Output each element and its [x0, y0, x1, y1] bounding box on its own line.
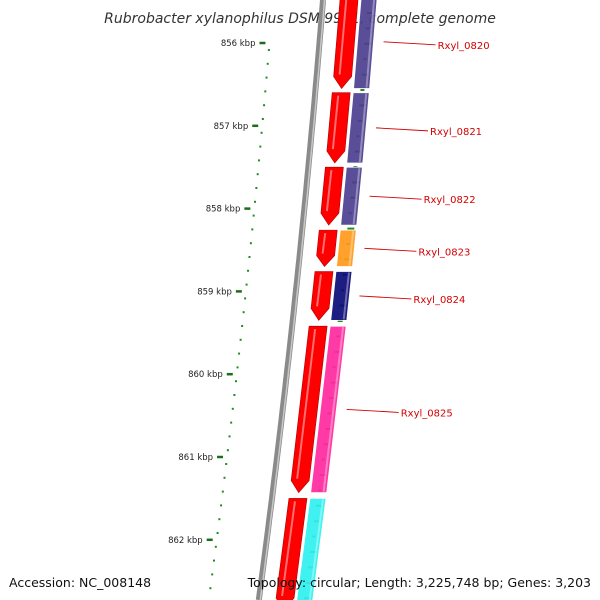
gene-label: Rxyl_0824	[413, 295, 465, 306]
gene-label: Rxyl_0823	[418, 247, 470, 258]
cog-feature	[340, 166, 363, 226]
gene-label: Rxyl_0825	[401, 408, 453, 419]
gene-labels: Rxyl_0820 Rxyl_0821 Rxyl_0822 Rxyl_0823 Rxyl…	[346, 41, 490, 419]
gene-tracks	[275, 0, 378, 600]
gene-label: Rxyl_0820	[438, 41, 490, 52]
cog-highlight	[322, 327, 345, 492]
gene-label: Rxyl_0822	[424, 195, 476, 206]
kbp-marker-label: 858 kbp	[206, 205, 241, 215]
kbp-marker-label: 862 kbp	[168, 536, 203, 546]
backbone-line	[255, 0, 326, 600]
cog-highlight	[352, 168, 361, 225]
cds-highlight	[325, 170, 333, 212]
cds-arrow	[320, 166, 344, 226]
accession-text: Accession: NC_008148	[9, 575, 151, 590]
label-leader	[383, 41, 436, 46]
cds-arrow	[316, 229, 338, 268]
cds-arrow	[310, 271, 334, 321]
backbone	[255, 0, 326, 600]
cds-highlight	[331, 95, 340, 150]
label-leader	[369, 195, 422, 200]
cog-feature	[296, 497, 327, 600]
cds-arrow	[275, 498, 308, 600]
cog-highlight	[365, 0, 376, 88]
map-title: Rubrobacter xylanophilus DSM 9941, compl…	[104, 11, 496, 27]
genome-summary-text: Topology: circular; Length: 3,225,748 bp…	[247, 575, 591, 590]
cog-feature	[353, 0, 378, 89]
label-leader	[364, 247, 417, 252]
label-leader	[376, 127, 429, 132]
cds-highlight	[338, 0, 348, 75]
cog-highlight	[308, 499, 324, 600]
kbp-marker-label: 860 kbp	[188, 370, 223, 380]
label-leader	[359, 295, 412, 300]
cog-feature	[310, 325, 347, 494]
cds-highlight	[321, 233, 327, 254]
backbone-highlight	[259, 0, 326, 600]
cog-feature	[346, 92, 370, 164]
label-leader	[346, 408, 399, 413]
kbp-marker-label: 859 kbp	[197, 287, 232, 297]
cog-highlight	[358, 93, 368, 163]
cog-highlight	[348, 231, 355, 266]
kbp-marker-label: 857 kbp	[214, 122, 249, 132]
kbp-marker-label: 856 kbp	[221, 39, 256, 49]
cds-arrow	[326, 92, 351, 164]
position-markers: 856 kbp 857 kbp 858 kbp 859 kbp 860 kbp 861 k…	[168, 39, 266, 546]
cds-highlight	[296, 329, 317, 479]
gene-label: Rxyl_0821	[430, 127, 482, 138]
cog-feature	[336, 229, 357, 267]
cog-feature	[330, 271, 353, 321]
kbp-marker-label: 861 kbp	[178, 453, 213, 463]
cog-highlight	[342, 272, 350, 320]
cds-highlight	[281, 501, 296, 597]
cds-highlight	[316, 274, 322, 307]
